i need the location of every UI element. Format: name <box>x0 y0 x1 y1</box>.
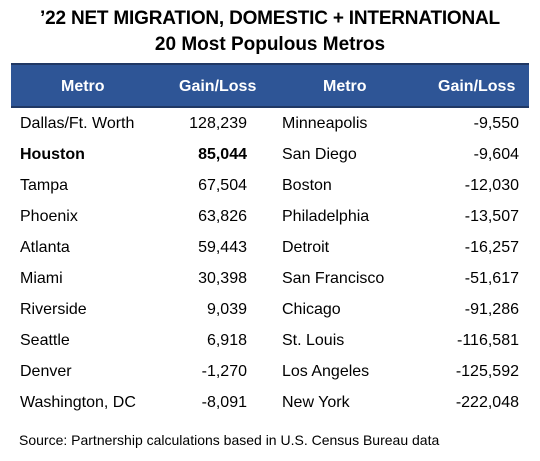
metro-cell: Denver <box>20 363 72 380</box>
gain-loss-cell: -16,257 <box>464 239 519 256</box>
gain-loss-cell: -9,604 <box>473 146 519 163</box>
metro-cell: Seattle <box>20 332 70 349</box>
source-note: Source: Partnership calculations based i… <box>19 432 440 448</box>
metro-cell: Atlanta <box>20 239 70 256</box>
metro-cell: Riverside <box>20 301 87 318</box>
table-row: Seattle 6,918 St. Louis -116,581 <box>11 325 529 356</box>
header-gain-loss-left: Gain/Loss <box>179 78 257 95</box>
metro-cell: San Diego <box>282 146 357 163</box>
table-header-row: Metro Gain/Loss Metro Gain/Loss <box>11 63 529 108</box>
metro-cell: New York <box>282 394 350 411</box>
metro-cell: St. Louis <box>282 332 345 349</box>
table-row: Atlanta 59,443 Detroit -16,257 <box>11 232 529 263</box>
metro-cell: San Francisco <box>282 270 385 287</box>
gain-loss-cell: -222,048 <box>455 394 519 411</box>
gain-loss-cell: 59,443 <box>198 239 247 256</box>
table-row: Miami 30,398 San Francisco -51,617 <box>11 263 529 294</box>
gain-loss-cell: -91,286 <box>464 301 519 318</box>
migration-table: Metro Gain/Loss Metro Gain/Loss Dallas/F… <box>11 63 529 418</box>
table-row: Washington, DC -8,091 New York -222,048 <box>11 387 529 418</box>
gain-loss-cell: 30,398 <box>198 270 247 287</box>
metro-cell: Phoenix <box>20 208 78 225</box>
table-row: Houston 85,044 San Diego -9,604 <box>11 139 529 170</box>
metro-cell: Detroit <box>282 239 330 256</box>
metro-cell: Boston <box>282 177 332 194</box>
metro-cell: Chicago <box>282 301 341 318</box>
gain-loss-cell: -13,507 <box>464 208 519 225</box>
metro-cell: Tampa <box>20 177 69 194</box>
metro-cell: Los Angeles <box>282 363 370 380</box>
gain-loss-cell: -116,581 <box>457 332 519 349</box>
table-row: Dallas/Ft. Worth 128,239 Minneapolis -9,550 <box>11 108 529 139</box>
table-row: Phoenix 63,826 Philadelphia -13,507 <box>11 201 529 232</box>
table-row: Tampa 67,504 Boston -12,030 <box>11 170 529 201</box>
metro-cell: Miami <box>20 270 63 287</box>
table-row: Denver -1,270 Los Angeles -125,592 <box>11 356 529 387</box>
table-row: Riverside 9,039 Chicago -91,286 <box>11 294 529 325</box>
chart-subtitle: 20 Most Populous Metros <box>154 34 386 55</box>
table-body: Dallas/Ft. Worth 128,239 Minneapolis -9,550… <box>11 108 529 418</box>
gain-loss-cell: 67,504 <box>198 177 247 194</box>
metro-cell: Philadelphia <box>282 208 370 225</box>
header-gain-loss-right: Gain/Loss <box>438 78 516 95</box>
chart-title: ’22 NET MIGRATION, DOMESTIC + INTERNATIO… <box>40 8 500 29</box>
gain-loss-cell: -125,592 <box>455 363 519 380</box>
gain-loss-cell: -1,270 <box>201 363 247 380</box>
metro-cell: Dallas/Ft. Worth <box>20 115 135 132</box>
gain-loss-cell: 128,239 <box>189 115 247 132</box>
header-metro-right: Metro <box>323 78 367 95</box>
gain-loss-cell: 9,039 <box>206 301 247 318</box>
gain-loss-cell: 63,826 <box>198 208 247 225</box>
gain-loss-cell: -8,091 <box>201 394 247 411</box>
gain-loss-cell: 85,044 <box>198 146 247 163</box>
gain-loss-cell: -12,030 <box>464 177 519 194</box>
header-metro-left: Metro <box>61 78 105 95</box>
metro-cell: Minneapolis <box>282 115 368 132</box>
gain-loss-cell: -51,617 <box>464 270 519 287</box>
metro-cell: Washington, DC <box>20 394 136 411</box>
gain-loss-cell: 6,918 <box>206 332 247 349</box>
gain-loss-cell: -9,550 <box>473 115 519 132</box>
metro-cell: Houston <box>20 146 85 163</box>
